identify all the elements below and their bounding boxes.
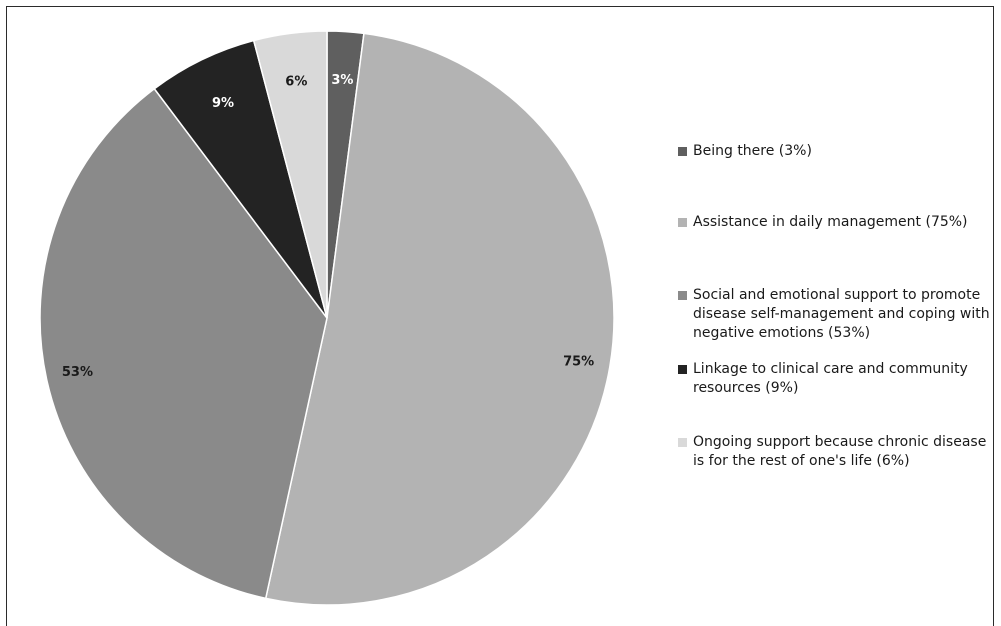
legend-swatch [678,291,687,300]
legend-label: Ongoing support because chronic disease … [693,434,987,469]
legend-swatch [678,365,687,374]
legend-item-assistance-daily-management: Assistance in daily management (75%) [678,213,996,232]
legend-swatch [678,218,687,227]
pie-chart: 3% 75% 53% 9% 6% [39,30,615,606]
slice-value-label: 6% [285,74,307,89]
pie-slice [252,30,328,319]
slice-value-label: 3% [331,73,353,88]
legend-swatch [678,438,687,447]
chart-frame [6,6,994,626]
slice-value-label: 9% [212,96,234,111]
legend-label: Linkage to clinical care and community r… [693,361,968,396]
slice-value-label: 75% [563,354,594,369]
pie-slice [264,32,615,606]
legend-item-social-emotional-support: Social and emotional support to promote … [678,286,996,343]
legend-item-ongoing-support: Ongoing support because chronic disease … [678,433,996,471]
slice-value-label: 53% [62,365,93,380]
legend-label: Being there (3%) [693,143,812,159]
legend-swatch [678,147,687,156]
legend-label: Assistance in daily management (75%) [693,214,968,230]
pie-slice [39,87,328,600]
legend-item-linkage-clinical-care: Linkage to clinical care and community r… [678,360,996,398]
legend-item-being-there: Being there (3%) [678,142,996,161]
legend-label: Social and emotional support to promote … [693,287,990,341]
